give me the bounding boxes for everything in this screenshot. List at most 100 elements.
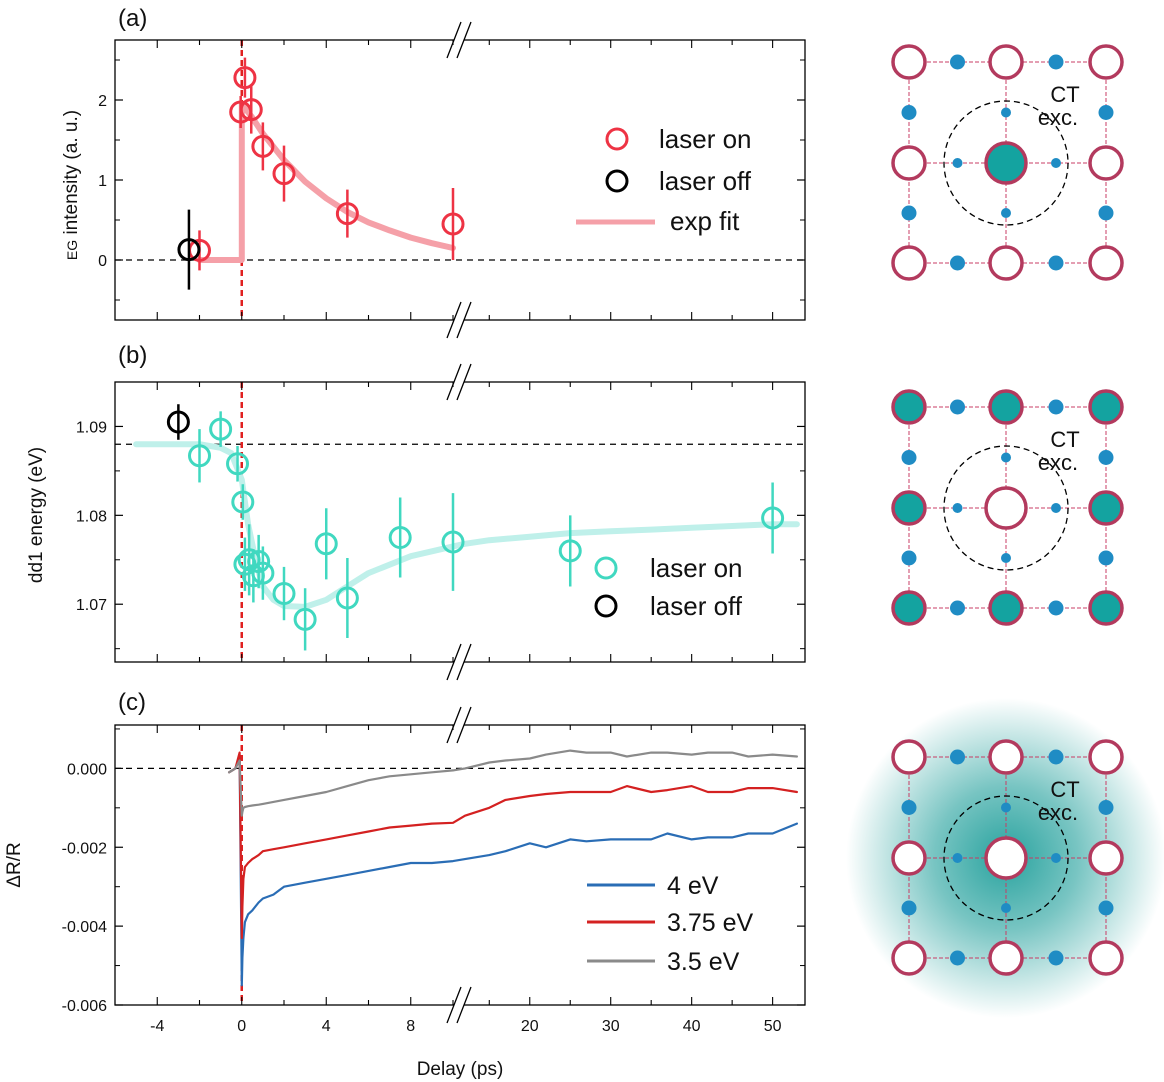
small-ion: [1098, 450, 1114, 465]
large-ion: [891, 840, 927, 876]
fit-curve-exp-fit: [196, 101, 456, 263]
ct-label: CT: [1050, 427, 1079, 452]
break-slash: [456, 21, 472, 59]
small-ion: [950, 600, 965, 616]
y-tick-label: -0.006: [62, 998, 107, 1015]
legend-a-laser-on-marker: [605, 127, 629, 151]
panel-a-ylabel: EG intensity (a. u.): [61, 110, 82, 260]
panel-b-marks: [115, 382, 805, 662]
panel-a: (a) 0 1 2 EG intensity (a. u.) laser on la…: [61, 5, 806, 323]
small-ion: [1048, 399, 1064, 415]
panel-a-axes: 0 1 2: [98, 37, 806, 323]
large-ion: [891, 44, 927, 80]
data-point-laser-off: [177, 238, 201, 262]
data-point-laser-on: [247, 550, 271, 574]
small-ion: [952, 503, 963, 513]
panel-c-axes: -0.006 -0.004 -0.002 0.000: [62, 722, 806, 1015]
data-point-laser-on: [272, 162, 296, 186]
center-ion: [984, 836, 1028, 880]
y-tick-label: 1.08: [76, 508, 107, 525]
break-slash: [446, 986, 462, 1024]
large-ion: [1088, 590, 1124, 626]
data-point-laser-on: [293, 607, 317, 631]
break-gap-bottom: [454, 1002, 464, 1008]
x-tick-label: 4: [322, 1018, 331, 1035]
break-slash: [456, 643, 472, 681]
data-point-laser-on: [209, 417, 233, 441]
panel-b: (b) 1.07 1.08 1.09 dd1 energy (eV) laser o…: [26, 342, 806, 665]
legend-b-laser-on-label: laser on: [650, 553, 743, 583]
small-ion: [1001, 107, 1011, 118]
x-tick-label: 50: [764, 1018, 782, 1035]
break-slash: [446, 706, 462, 744]
data-point-laser-on: [558, 539, 582, 563]
large-ion: [891, 145, 927, 181]
data-point-laser-off: [166, 410, 190, 434]
break-slash: [446, 643, 462, 681]
y-tick-label: -0.002: [62, 840, 107, 857]
legend-c-35ev-label: 3.5 eV: [667, 948, 740, 976]
data-point-laser-on: [441, 212, 465, 236]
small-ion: [950, 950, 965, 966]
legend-b-laser-off-label: laser off: [650, 591, 743, 621]
y-tick-label: 1.09: [76, 419, 107, 436]
data-point-laser-on: [233, 66, 257, 90]
small-ion: [1048, 54, 1064, 70]
data-point-laser-on: [272, 582, 296, 606]
legend-b-laser-off-marker: [594, 594, 618, 618]
break-slash: [456, 706, 472, 744]
legend-a-laser-on-label: laser on: [659, 124, 752, 154]
data-point-laser-on: [335, 202, 359, 226]
small-ion: [1048, 600, 1064, 616]
data-point-laser-on: [251, 134, 275, 158]
break-slash: [456, 301, 472, 339]
data-point-laser-on: [761, 506, 785, 530]
panel-b-label: (b): [118, 342, 147, 369]
axis-break-marks: [446, 21, 472, 1024]
legend-c-375ev-label: 3.75 eV: [667, 909, 754, 937]
data-point-laser-on: [239, 98, 263, 122]
small-ion: [952, 853, 963, 863]
data-point-laser-on: [226, 452, 250, 476]
data-point-laser-on: [314, 532, 338, 556]
large-ion: [1088, 44, 1124, 80]
small-ion: [1001, 452, 1011, 463]
small-ion: [1051, 503, 1061, 513]
panel-a-marks: [115, 40, 805, 320]
small-ion: [1001, 553, 1011, 563]
small-ion: [1001, 903, 1011, 913]
exc-label: exc.: [1038, 105, 1078, 130]
large-ion: [988, 389, 1024, 425]
x-tick-label: 30: [602, 1018, 620, 1035]
panel-c-legend: 4 eV 3.75 eV 3.5 eV: [587, 872, 754, 976]
exc-label: exc.: [1038, 800, 1078, 825]
small-ion: [1098, 800, 1114, 815]
break-gap-bottom: [454, 659, 464, 665]
break-slash: [456, 363, 472, 401]
panel-c: (c) -0.006 -0.004 -0.002 0.000 ΔR/R 4 eV 3.…: [4, 689, 806, 1015]
data-point-laser-on: [335, 586, 359, 610]
panel-c-marks: [115, 725, 805, 1005]
x-tick-label: 8: [406, 1018, 415, 1035]
large-ion: [988, 940, 1024, 976]
ct-exciton-circle: [943, 100, 1069, 226]
large-ion: [988, 590, 1024, 626]
ct-exciton-circle: [943, 445, 1069, 571]
small-ion: [901, 550, 917, 566]
large-ion: [1088, 245, 1124, 281]
y-tick-label: -0.004: [62, 919, 107, 936]
small-ion: [950, 749, 965, 765]
y-tick-label: 0.000: [67, 761, 107, 778]
x-tick-label: 20: [521, 1018, 539, 1035]
x-axis: -4 0 4 8 20 30 40 50: [150, 1018, 781, 1035]
legend-c-4ev-label: 4 eV: [667, 872, 719, 900]
center-ion: [984, 486, 1028, 530]
large-ion: [891, 739, 927, 775]
x-tick-label: 40: [683, 1018, 701, 1035]
y-tick-label: 2: [98, 93, 107, 110]
legend-a-laser-off-marker: [605, 169, 629, 193]
